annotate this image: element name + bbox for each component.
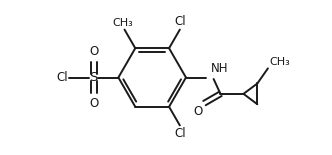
Text: Cl: Cl — [174, 15, 186, 28]
Text: O: O — [89, 97, 98, 110]
Text: Cl: Cl — [56, 71, 68, 84]
Text: Cl: Cl — [174, 127, 186, 140]
Text: CH₃: CH₃ — [270, 57, 290, 67]
Text: O: O — [194, 105, 203, 118]
Text: S: S — [90, 71, 98, 84]
Text: NH: NH — [210, 62, 228, 75]
Text: O: O — [89, 45, 98, 58]
Text: CH₃: CH₃ — [113, 18, 133, 28]
